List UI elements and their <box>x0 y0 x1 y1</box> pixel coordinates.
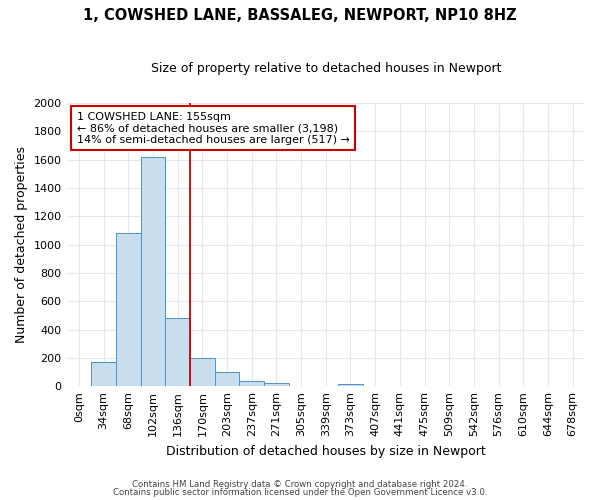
Title: Size of property relative to detached houses in Newport: Size of property relative to detached ho… <box>151 62 501 76</box>
Bar <box>190 358 215 386</box>
Bar <box>165 318 190 386</box>
Bar <box>239 380 264 386</box>
Bar <box>338 384 363 386</box>
Bar <box>140 157 165 386</box>
Text: 1 COWSHED LANE: 155sqm
← 86% of detached houses are smaller (3,198)
14% of semi-: 1 COWSHED LANE: 155sqm ← 86% of detached… <box>77 112 350 145</box>
Text: 1, COWSHED LANE, BASSALEG, NEWPORT, NP10 8HZ: 1, COWSHED LANE, BASSALEG, NEWPORT, NP10… <box>83 8 517 22</box>
Text: Contains HM Land Registry data © Crown copyright and database right 2024.: Contains HM Land Registry data © Crown c… <box>132 480 468 489</box>
Bar <box>264 383 289 386</box>
Y-axis label: Number of detached properties: Number of detached properties <box>15 146 28 343</box>
Bar <box>116 234 140 386</box>
Text: Contains public sector information licensed under the Open Government Licence v3: Contains public sector information licen… <box>113 488 487 497</box>
X-axis label: Distribution of detached houses by size in Newport: Distribution of detached houses by size … <box>166 444 485 458</box>
Bar <box>91 362 116 386</box>
Bar <box>215 372 239 386</box>
